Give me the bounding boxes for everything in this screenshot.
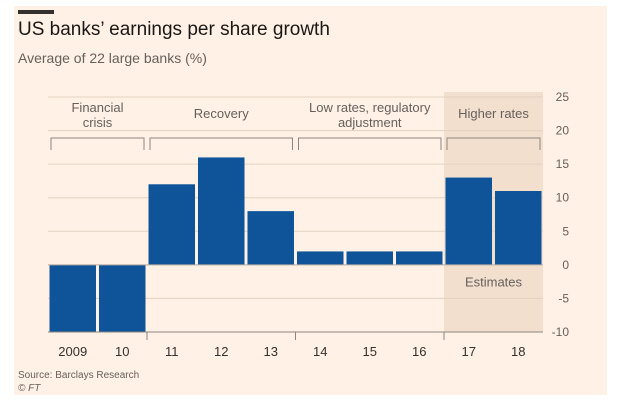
x-tick-label: 18: [511, 344, 525, 359]
y-tick-label: 5: [562, 224, 569, 238]
header-accent-bar: [18, 10, 54, 14]
period-bracket: [446, 137, 541, 150]
bar-16: [396, 251, 443, 265]
x-tick-label: 15: [363, 344, 377, 359]
bar-11: [148, 184, 195, 265]
bar-13: [247, 211, 294, 265]
y-tick-label: 15: [556, 157, 570, 171]
x-tick-label: 13: [264, 344, 278, 359]
y-tick-label: 0: [562, 258, 569, 272]
x-tick-label: 12: [214, 344, 228, 359]
x-tick-label: 16: [412, 344, 426, 359]
period-label: Recovery: [194, 106, 249, 121]
x-tick-label: 17: [462, 344, 476, 359]
period-label: Low rates, regulatory: [309, 100, 431, 115]
bar-2009: [49, 264, 96, 332]
chart-subtitle: Average of 22 large banks (%): [18, 50, 207, 66]
x-tick-label: 14: [313, 344, 327, 359]
y-tick-label: -5: [558, 291, 569, 305]
x-tick-label: 2009: [58, 344, 87, 359]
bar-14: [297, 251, 344, 265]
y-tick-label: 25: [556, 90, 570, 104]
copyright-note: © FT: [18, 383, 41, 394]
y-tick-label: 10: [556, 191, 570, 205]
bar-17: [445, 177, 492, 265]
bar-18: [495, 191, 542, 265]
period-label: Financial: [71, 100, 123, 115]
period-bracket: [149, 137, 293, 150]
period-label: Higher rates: [458, 106, 529, 121]
bar-10: [99, 264, 146, 332]
bar-15: [346, 251, 393, 265]
x-tick-label: 10: [115, 344, 129, 359]
bar-12: [198, 157, 245, 265]
chart-title: US banks’ earnings per share growth: [18, 19, 330, 40]
x-tick-label: 11: [165, 344, 179, 359]
period-bracket: [298, 137, 442, 150]
source-note: Source: Barclays Research: [18, 370, 140, 381]
period-label: crisis: [83, 115, 113, 130]
period-label: adjustment: [338, 115, 402, 130]
y-tick-label: -10: [552, 325, 570, 339]
y-tick-label: 20: [556, 124, 570, 138]
period-bracket: [50, 137, 145, 150]
estimates-label: Estimates: [465, 274, 523, 289]
